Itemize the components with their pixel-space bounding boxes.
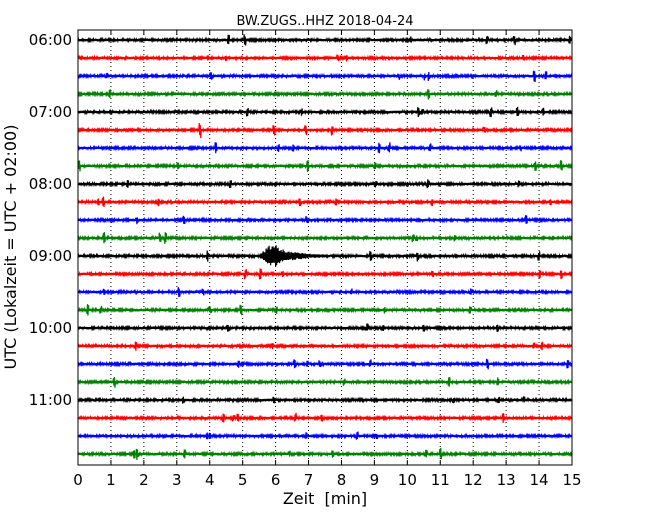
seismogram-trace [77, 34, 573, 46]
x-tick-label: 3 [172, 471, 182, 489]
x-tick-label: 13 [497, 471, 516, 489]
x-tick-label: 4 [205, 471, 215, 489]
seismogram-trace [77, 396, 573, 404]
x-tick-label: 11 [431, 471, 450, 489]
y-tick-label: 11:00 [29, 391, 72, 409]
x-tick-label: 9 [370, 471, 380, 489]
seismogram-trace [77, 179, 573, 189]
seismogram-trace [77, 323, 573, 333]
y-tick-label: 09:00 [29, 247, 72, 265]
seismogram-trace [77, 70, 573, 83]
seismogram-trace [77, 304, 573, 316]
x-tick-label: 15 [562, 471, 581, 489]
plot-frame [77, 29, 573, 466]
x-tick-label: 5 [238, 471, 248, 489]
seismogram-trace [77, 106, 573, 118]
seismogram-trace [77, 245, 573, 267]
seismogram-trace [77, 196, 573, 207]
seismogram-trace [77, 358, 573, 370]
x-tick-label: 7 [304, 471, 314, 489]
seismogram-trace [77, 122, 573, 139]
seismogram-trace [77, 341, 573, 351]
x-tick-label: 1 [106, 471, 116, 489]
x-tick-label: 8 [337, 471, 347, 489]
x-tick-label: 14 [530, 471, 549, 489]
x-tick-label: 2 [139, 471, 149, 489]
seismogram-trace [77, 54, 573, 62]
seismogram-trace [77, 431, 573, 440]
vertical-grid [110, 30, 540, 465]
seismogram-trace [77, 232, 573, 244]
y-tick-label: 10:00 [29, 319, 72, 337]
seismogram-trace [77, 447, 573, 460]
x-tick-label: 0 [73, 471, 83, 489]
chart-title: BW.ZUGS..HHZ 2018-04-24 [236, 14, 413, 29]
x-axis: 0 1 2 3 4 5 6 7 8 9 10 11 12 13 14 15 [73, 30, 582, 489]
seismogram-trace [77, 412, 573, 423]
x-axis-label: Zeit [min] [283, 489, 367, 508]
seismogram-trace [77, 215, 573, 225]
seismogram-trace [77, 376, 573, 388]
seismogram-trace [77, 268, 573, 280]
y-tick-label: 08:00 [29, 175, 72, 193]
seismogram-trace [77, 142, 573, 154]
y-tick-label: 06:00 [29, 31, 72, 49]
seismogram-trace [77, 89, 573, 100]
y-tick-label: 07:00 [29, 103, 72, 121]
x-tick-label: 10 [398, 471, 417, 489]
y-axis: 06:00 07:00 08:00 09:00 10:00 11:00 [29, 31, 572, 409]
x-tick-label: 6 [271, 471, 281, 489]
trace-group [77, 34, 573, 460]
x-tick-label: 12 [464, 471, 483, 489]
y-axis-label: UTC (Lokalzeit = UTC + 02:00) [1, 125, 20, 370]
seismogram-trace [77, 287, 573, 297]
seismogram-trace [77, 159, 573, 172]
